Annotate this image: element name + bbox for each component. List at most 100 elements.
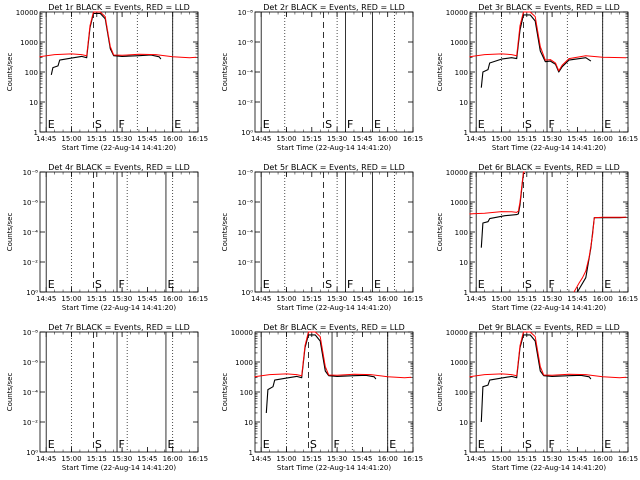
marker-label-e: E xyxy=(48,118,55,131)
y-tick-label: 10⁰ xyxy=(241,289,253,297)
events-series-line xyxy=(576,216,627,293)
y-tick-label: 10⁻⁶ xyxy=(23,199,39,207)
x-tick-label: 16:15 xyxy=(403,135,423,143)
y-tick-label: 10000 xyxy=(446,9,468,17)
x-tick-label: 16:15 xyxy=(188,135,208,143)
x-axis-title: Start Time (22-Aug-14 14:41:20) xyxy=(277,304,391,312)
panel-title: Det 5r BLACK = Events, RED = LLD xyxy=(263,163,405,172)
x-tick-label: 15:30 xyxy=(327,295,347,303)
x-tick-label: 15:00 xyxy=(276,455,296,463)
events-series-line xyxy=(480,14,592,88)
panel-det-3: Det 3r BLACK = Events, RED = LLD 1 10 100 10… xyxy=(436,3,638,152)
marker-label-e: E xyxy=(48,278,55,291)
x-tick-label: 15:15 xyxy=(517,135,537,143)
y-tick-label: 10⁰ xyxy=(26,449,38,457)
panel-det-5: Det 5r BLACK = Events, RED = LLD 10⁰ 10⁻² 1… xyxy=(221,163,423,312)
x-tick-label: 15:45 xyxy=(352,135,372,143)
x-tick-label: 15:30 xyxy=(112,295,132,303)
y-tick-label: 100 xyxy=(240,389,253,397)
y-tick-label: 1 xyxy=(464,129,468,137)
y-axis-title: Counts/sec xyxy=(436,373,444,412)
y-tick-label: 1 xyxy=(464,289,468,297)
y-tick-label: 10000 xyxy=(446,329,468,337)
x-tick-label: 16:00 xyxy=(163,135,183,143)
y-tick-label: 1000 xyxy=(450,199,468,207)
events-series-line xyxy=(50,12,162,76)
x-tick-label: 15:15 xyxy=(87,135,107,143)
y-tick-label: 1 xyxy=(34,129,38,137)
plot-frame xyxy=(254,331,414,453)
x-tick-label: 16:15 xyxy=(188,455,208,463)
x-tick-label: 14:45 xyxy=(466,455,486,463)
x-tick-label: 15:00 xyxy=(61,455,81,463)
x-tick-label: 16:00 xyxy=(378,455,398,463)
x-tick-label: 16:15 xyxy=(618,295,638,303)
marker-label-f: F xyxy=(549,118,555,131)
plot-frame xyxy=(469,11,629,133)
x-tick-label: 15:45 xyxy=(352,455,372,463)
x-tick-label: 15:00 xyxy=(61,135,81,143)
marker-label-s: S xyxy=(95,118,102,131)
x-tick-label: 16:15 xyxy=(188,295,208,303)
y-tick-label: 1 xyxy=(249,449,253,457)
marker-label-e: E xyxy=(174,118,181,131)
y-tick-label: 10⁻⁴ xyxy=(23,389,39,397)
x-tick-label: 15:45 xyxy=(137,135,157,143)
panel-title: Det 7r BLACK = Events, RED = LLD xyxy=(48,323,190,332)
y-axis-title: Counts/sec xyxy=(221,373,229,412)
x-tick-label: 15:15 xyxy=(87,295,107,303)
y-axis-title: Counts/sec xyxy=(436,213,444,252)
y-tick-label: 10⁻⁸ xyxy=(238,9,254,17)
x-tick-label: 15:00 xyxy=(491,455,511,463)
y-tick-label: 100 xyxy=(455,69,468,77)
x-axis-title: Start Time (22-Aug-14 14:41:20) xyxy=(62,144,176,152)
marker-label-s: S xyxy=(325,118,332,131)
x-tick-label: 16:15 xyxy=(403,295,423,303)
panel-det-8: Det 8r BLACK = Events, RED = LLD 1 10 100 10… xyxy=(221,323,423,472)
marker-label-s: S xyxy=(95,438,102,451)
panel-det-7: Det 7r BLACK = Events, RED = LLD 10⁰ 10⁻² 1… xyxy=(6,323,208,472)
y-tick-label: 10⁻² xyxy=(23,259,39,267)
x-tick-label: 14:45 xyxy=(466,135,486,143)
x-tick-label: 14:45 xyxy=(251,295,271,303)
y-axis-title: Counts/sec xyxy=(6,53,14,92)
y-tick-label: 10⁻⁶ xyxy=(238,199,254,207)
y-tick-label: 10⁻² xyxy=(238,99,254,107)
y-tick-label: 10⁻⁸ xyxy=(23,329,39,337)
y-tick-label: 100 xyxy=(455,389,468,397)
y-tick-label: 10 xyxy=(459,99,468,107)
events-series-line xyxy=(480,334,592,423)
x-tick-label: 14:45 xyxy=(466,295,486,303)
y-tick-label: 10000 xyxy=(16,9,38,17)
x-tick-label: 16:15 xyxy=(618,135,638,143)
y-axis-title: Counts/sec xyxy=(436,53,444,92)
marker-label-e: E xyxy=(604,438,611,451)
x-tick-label: 14:45 xyxy=(36,135,56,143)
plot-frame xyxy=(254,171,414,293)
marker-label-e: E xyxy=(48,438,55,451)
y-tick-label: 1000 xyxy=(235,359,253,367)
x-tick-label: 15:45 xyxy=(567,455,587,463)
x-tick-label: 16:00 xyxy=(378,295,398,303)
y-axis-title: Counts/sec xyxy=(221,213,229,252)
plot-frame xyxy=(39,11,199,133)
panel-title: Det 4r BLACK = Events, RED = LLD xyxy=(48,163,190,172)
marker-label-e: E xyxy=(604,278,611,291)
x-tick-label: 15:30 xyxy=(112,455,132,463)
x-tick-label: 15:15 xyxy=(87,455,107,463)
x-tick-label: 14:45 xyxy=(36,455,56,463)
y-tick-label: 10⁻⁸ xyxy=(238,169,254,177)
marker-label-f: F xyxy=(549,278,555,291)
panel-det-4: Det 4r BLACK = Events, RED = LLD 10⁰ 10⁻² 1… xyxy=(6,163,208,312)
panel-title: Det 6r BLACK = Events, RED = LLD xyxy=(478,163,620,172)
panel-title: Det 9r BLACK = Events, RED = LLD xyxy=(478,323,620,332)
x-tick-label: 15:30 xyxy=(542,135,562,143)
marker-label-f: F xyxy=(549,438,555,451)
y-tick-label: 10000 xyxy=(231,329,253,337)
panel-title: Det 8r BLACK = Events, RED = LLD xyxy=(263,323,405,332)
x-axis-title: Start Time (22-Aug-14 14:41:20) xyxy=(492,144,606,152)
x-tick-label: 15:45 xyxy=(352,295,372,303)
x-axis-title: Start Time (22-Aug-14 14:41:20) xyxy=(62,464,176,472)
y-tick-label: 10 xyxy=(29,99,38,107)
